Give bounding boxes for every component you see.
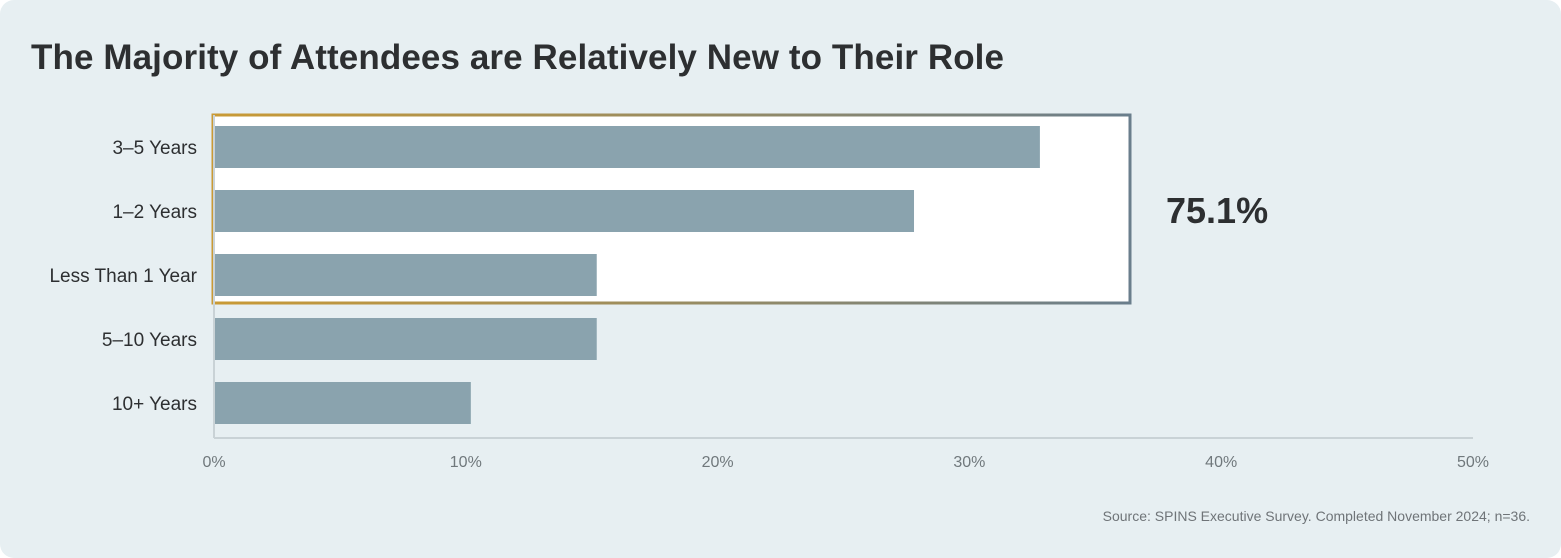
bar-5-10-years [215,318,597,360]
chart-title: The Majority of Attendees are Relatively… [31,38,1005,77]
x-tick-label: 20% [702,454,734,471]
bar-10-years [215,382,471,424]
category-label: Less Than 1 Year [49,266,197,287]
highlight-label: 75.1% [1166,190,1268,231]
x-tick-label: 0% [202,454,225,471]
bar-1-2-years [215,190,915,232]
bar-3-5-years [215,126,1040,168]
x-tick-label: 30% [953,454,985,471]
category-label: 10+ Years [112,394,197,415]
x-tick-label: 40% [1205,454,1237,471]
bar-less-than-1-year [215,254,597,296]
category-label: 1–2 Years [112,202,197,223]
x-tick-label: 10% [450,454,482,471]
category-label: 3–5 Years [112,138,197,159]
x-tick-label: 50% [1457,454,1489,471]
category-label: 5–10 Years [102,330,197,351]
source-note: Source: SPINS Executive Survey. Complete… [1102,508,1530,524]
